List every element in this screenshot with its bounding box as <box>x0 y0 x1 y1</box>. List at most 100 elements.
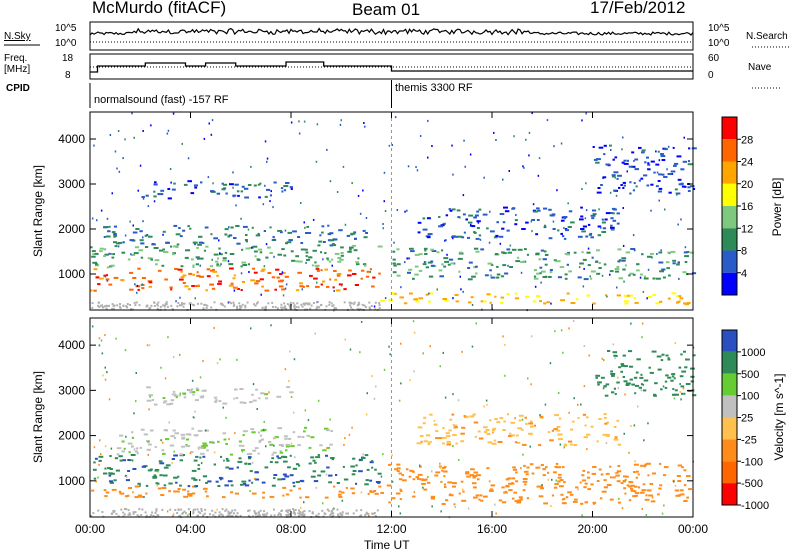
ground-scatter-cell <box>299 511 302 514</box>
data-cell <box>240 265 243 268</box>
data-cell <box>437 437 443 440</box>
data-cell <box>292 485 296 488</box>
data-cell <box>419 465 422 468</box>
data-cell <box>661 512 664 515</box>
data-cell <box>512 468 518 471</box>
data-cell <box>471 225 476 228</box>
data-cell <box>678 300 681 303</box>
ground-scatter-cell <box>253 511 256 514</box>
data-cell <box>683 185 687 188</box>
data-cell <box>285 242 288 245</box>
data-cell <box>561 235 565 238</box>
data-cell <box>192 241 198 244</box>
data-cell <box>597 187 601 189</box>
data-cell <box>218 239 220 242</box>
data-cell <box>199 275 204 278</box>
data-cell <box>243 401 247 404</box>
data-cell <box>188 494 193 497</box>
data-cell <box>292 411 295 414</box>
data-cell <box>273 474 278 476</box>
data-cell <box>530 420 533 423</box>
data-cell <box>640 373 643 376</box>
data-cell <box>146 448 151 451</box>
data-cell <box>145 194 149 197</box>
data-cell <box>315 266 319 269</box>
data-cell <box>342 465 345 468</box>
data-cell <box>528 154 530 157</box>
data-cell <box>442 427 445 429</box>
data-cell <box>137 189 139 192</box>
data-cell <box>307 419 310 422</box>
data-cell <box>583 385 586 388</box>
data-cell <box>478 208 482 211</box>
data-cell <box>493 131 495 134</box>
data-cell <box>554 330 556 333</box>
data-cell <box>250 327 252 330</box>
data-cell <box>467 236 470 239</box>
data-cell <box>445 499 449 502</box>
data-cell <box>590 236 594 239</box>
data-cell <box>558 473 562 476</box>
ground-scatter-cell <box>235 514 238 517</box>
data-cell <box>625 384 630 386</box>
data-cell <box>631 165 636 168</box>
data-cell <box>673 164 677 167</box>
data-cell <box>125 479 130 482</box>
data-cell <box>412 495 416 498</box>
data-cell <box>664 386 668 389</box>
ground-scatter-cell <box>294 508 297 511</box>
freq-line <box>90 61 693 73</box>
data-cell <box>613 354 617 357</box>
data-cell <box>371 375 373 378</box>
data-cell <box>319 444 323 447</box>
data-cell <box>643 439 645 442</box>
data-cell <box>171 462 173 465</box>
data-cell <box>284 275 289 278</box>
data-cell <box>664 380 668 383</box>
data-cell <box>613 171 619 174</box>
data-cell <box>603 359 605 362</box>
data-cell <box>290 250 294 253</box>
ground-scatter-cell <box>364 306 367 309</box>
ground-scatter-cell <box>271 305 274 308</box>
data-cell <box>399 512 402 515</box>
data-cell <box>396 467 401 470</box>
data-cell <box>489 210 491 213</box>
data-cell <box>115 337 117 340</box>
data-cell <box>146 246 148 248</box>
data-cell <box>200 452 205 455</box>
data-cell <box>269 200 271 203</box>
data-cell <box>317 454 320 456</box>
data-cell <box>444 260 449 263</box>
data-cell <box>336 482 340 484</box>
data-cell <box>629 365 634 368</box>
data-cell <box>525 422 528 425</box>
data-cell <box>141 277 146 279</box>
data-cell <box>419 435 424 437</box>
data-cell <box>492 427 497 430</box>
ground-scatter-cell <box>325 305 328 308</box>
ground-scatter-cell <box>373 512 376 514</box>
data-cell <box>626 170 628 173</box>
data-cell <box>469 474 474 477</box>
data-cell <box>241 480 247 483</box>
ground-scatter-cell <box>178 304 181 307</box>
data-cell <box>630 487 634 490</box>
data-cell <box>255 478 260 481</box>
colorbar-tick-label: 20 <box>741 179 753 191</box>
data-cell <box>103 248 107 251</box>
data-cell <box>206 268 211 271</box>
data-cell <box>198 241 203 244</box>
data-cell <box>458 458 460 461</box>
data-cell <box>588 354 590 357</box>
data-cell <box>483 405 485 408</box>
data-cell <box>462 194 465 197</box>
data-cell <box>306 285 310 288</box>
data-cell <box>280 231 283 234</box>
data-cell <box>471 345 474 348</box>
data-cell <box>687 186 691 189</box>
data-cell <box>165 474 168 477</box>
data-cell <box>438 216 441 218</box>
data-cell <box>502 178 504 181</box>
ground-scatter-cell <box>165 301 168 304</box>
